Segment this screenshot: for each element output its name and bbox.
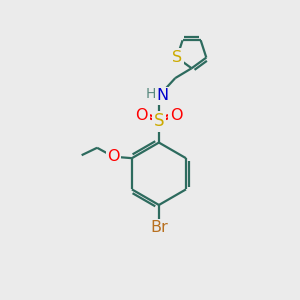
Text: S: S: [172, 50, 182, 65]
Text: Br: Br: [150, 220, 168, 236]
Text: O: O: [170, 108, 182, 123]
Text: N: N: [156, 88, 169, 104]
Text: H: H: [146, 87, 156, 101]
Text: O: O: [107, 149, 120, 164]
Text: S: S: [154, 112, 164, 130]
Text: O: O: [135, 108, 148, 123]
